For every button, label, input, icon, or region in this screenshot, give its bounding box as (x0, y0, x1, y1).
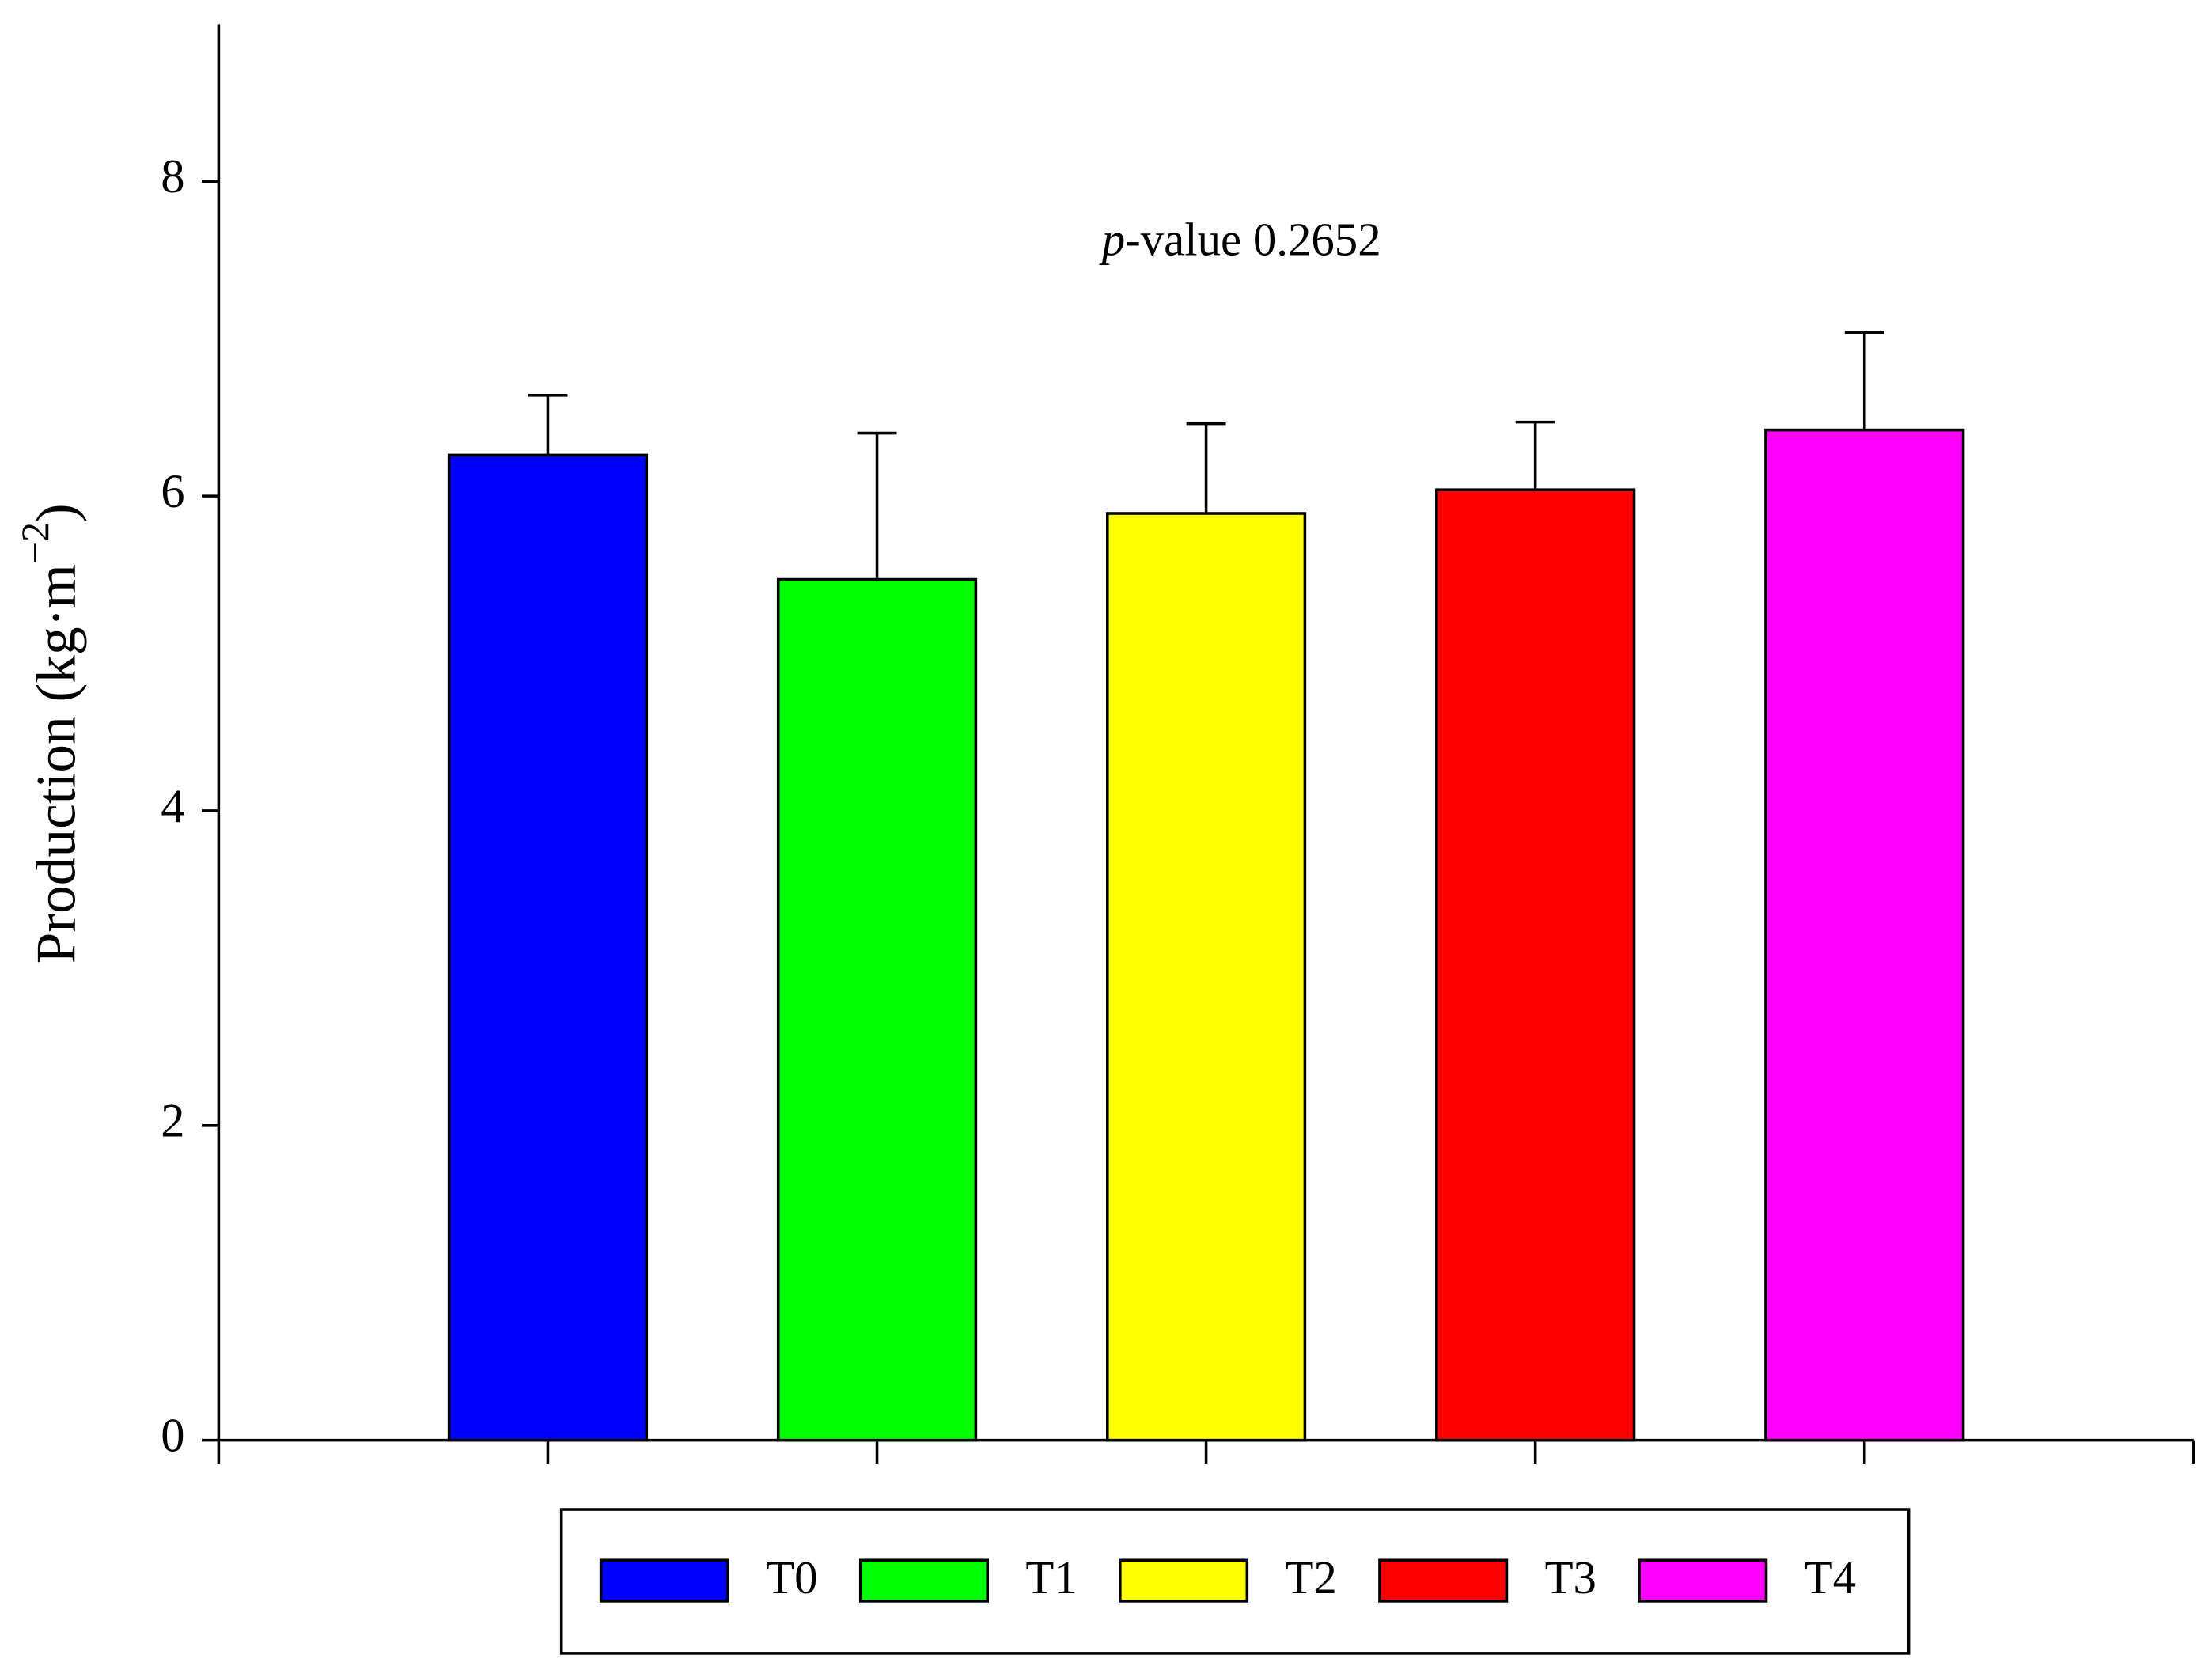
y-label-suffix: ) (25, 503, 88, 522)
annotation: p-value 0.2652 (1099, 214, 1381, 265)
bar (1435, 488, 1636, 1442)
bar (447, 453, 649, 1442)
y-label-text: Production (kg·m (25, 564, 88, 964)
y-tick-label: 8 (161, 150, 184, 203)
legend-label: T0 (766, 1552, 817, 1604)
y-tick-label: 0 (161, 1410, 184, 1463)
legend-swatch (1638, 1558, 1768, 1603)
bar (1106, 512, 1307, 1442)
legend-swatch (1119, 1558, 1249, 1603)
bar (1764, 428, 1965, 1442)
annotation-text: -value 0.2652 (1125, 214, 1381, 265)
legend-box (559, 1508, 1911, 1655)
y-axis-label: Production (kg·m−2) (13, 503, 87, 964)
legend-swatch (858, 1558, 989, 1603)
legend-label: T4 (1805, 1552, 1856, 1604)
bar (776, 577, 978, 1442)
annotation-italic: p (1099, 214, 1125, 265)
legend-swatch (599, 1558, 729, 1603)
y-label-sup: −2 (13, 522, 57, 564)
y-tick-label: 4 (161, 780, 184, 833)
legend-label: T3 (1545, 1552, 1597, 1604)
y-tick-label: 6 (161, 465, 184, 518)
legend-label: T1 (1025, 1552, 1077, 1604)
legend-label: T2 (1285, 1552, 1336, 1604)
y-tick-label: 2 (161, 1095, 184, 1148)
legend-swatch (1378, 1558, 1509, 1603)
